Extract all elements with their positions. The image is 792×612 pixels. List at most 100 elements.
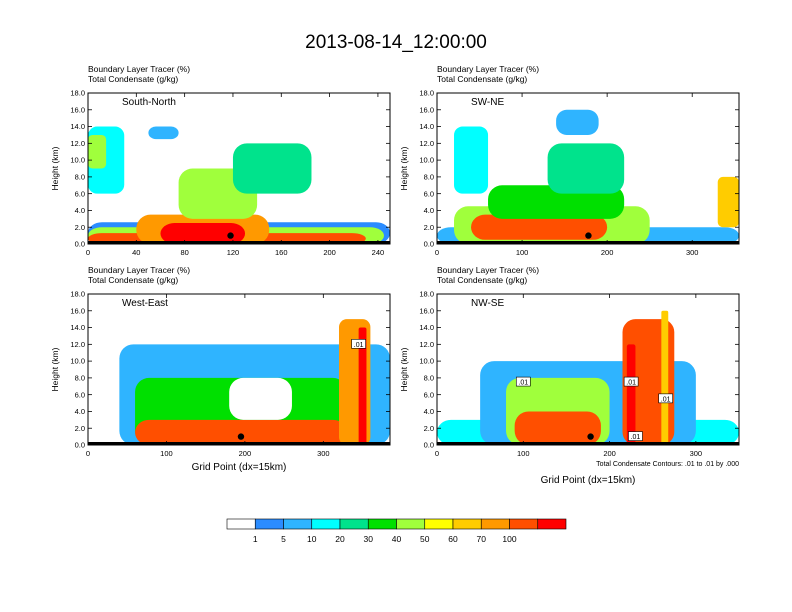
- panel-name: West-East: [122, 298, 168, 309]
- y-tick-label: 8.0: [75, 172, 85, 181]
- field-region: [358, 327, 367, 445]
- field-layer: [88, 319, 390, 445]
- y-tick-label: 8.0: [75, 373, 85, 382]
- contour-label: .01: [354, 342, 364, 349]
- x-tick-label: 0: [435, 248, 439, 257]
- x-tick-label: 240: [372, 248, 385, 257]
- y-tick-label: 14.0: [419, 122, 434, 131]
- x-tick-label: 160: [275, 248, 288, 257]
- contour-label-box: [515, 376, 531, 387]
- panel-name: SW-NE: [471, 97, 504, 108]
- field-region: [88, 134, 107, 169]
- x-tick-label: 0: [435, 449, 439, 458]
- colorbar-label: 5: [281, 534, 286, 544]
- y-axis-label: Height (km): [399, 347, 409, 391]
- y-tick-label: 10.0: [419, 156, 434, 165]
- panel-west-east: .01 0.0 2.0 4.0 6.0 8.0 10.0 12.0 14.0 16.0 18.0 0 1…: [50, 265, 391, 473]
- contour-label-box: [351, 339, 366, 349]
- y-tick-label: 14.0: [70, 323, 85, 332]
- colorbar-label: 60: [448, 534, 458, 544]
- x-tick-label: 100: [160, 449, 173, 458]
- panel-sw-ne: 0.0 2.0 4.0 6.0 8.0 10.0 12.0 14.0 16.0 18.0 0 100 2…: [399, 64, 740, 257]
- y-axis-label: Height (km): [399, 146, 409, 190]
- colorbar-cell: [283, 518, 313, 530]
- contour-label-box: [623, 376, 639, 387]
- contour-label: .01: [626, 380, 636, 387]
- field-region: [514, 411, 601, 445]
- panel-subtitle-condensate: Total Condensate (g/kg): [437, 275, 527, 285]
- panel-subtitle-tracer: Boundary Layer Tracer (%): [437, 64, 539, 74]
- y-tick-label: 0.0: [75, 441, 85, 450]
- y-tick-label: 6.0: [75, 189, 85, 198]
- colorbar-cell: [367, 518, 397, 530]
- plot-frame: [436, 92, 740, 245]
- plot-frame: [436, 293, 740, 446]
- colorbar-label: 10: [307, 534, 317, 544]
- colorbar-cell: [537, 518, 567, 530]
- panel-south-north: 0.0 2.0 4.0 6.0 8.0 10.0 12.0 14.0 16.0 18.0 0 40 80…: [50, 64, 391, 257]
- colorbar-cell: [339, 518, 369, 530]
- field-region: [556, 109, 599, 135]
- colorbar-label: 1: [253, 534, 258, 544]
- y-tick-label: 4.0: [75, 206, 85, 215]
- x-tick-label: 120: [227, 248, 240, 257]
- y-tick-label: 6.0: [75, 390, 85, 399]
- x-axis-label: Grid Point (dx=15km): [192, 462, 287, 473]
- panel-name: South-North: [122, 97, 176, 108]
- y-tick-label: 14.0: [419, 323, 434, 332]
- y-tick-label: 14.0: [70, 122, 85, 131]
- y-tick-label: 18.0: [419, 290, 434, 299]
- terrain-line: [88, 442, 390, 445]
- y-tick-label: 18.0: [70, 290, 85, 299]
- x-tick-label: 0: [86, 449, 90, 458]
- y-tick-label: 2.0: [424, 424, 434, 433]
- x-tick-label: 300: [686, 248, 699, 257]
- colorbar-cell: [396, 518, 426, 530]
- y-tick-label: 4.0: [424, 407, 434, 416]
- y-tick-label: 10.0: [419, 357, 434, 366]
- station-marker: [585, 232, 592, 239]
- colorbar-label: 70: [477, 534, 487, 544]
- colorbar-label: 30: [364, 534, 374, 544]
- colorbar-cell: [452, 518, 482, 530]
- plot-frame: [87, 92, 391, 245]
- x-tick-label: 100: [516, 248, 529, 257]
- panel-subtitle-condensate: Total Condensate (g/kg): [88, 275, 178, 285]
- station-marker: [237, 433, 245, 440]
- colorbar-label: 50: [420, 534, 430, 544]
- x-tick-label: 80: [180, 248, 188, 257]
- x-tick-label: 200: [601, 248, 614, 257]
- plot-frame: [87, 293, 391, 446]
- y-tick-label: 12.0: [70, 139, 85, 148]
- figure-title: 2013-08-14_12:00:00: [305, 32, 487, 53]
- panel-name: NW-SE: [471, 298, 504, 309]
- x-tick-label: 200: [603, 449, 616, 458]
- y-tick-label: 18.0: [70, 89, 85, 98]
- panel-nw-se: .01 .01 .01 .01 0.0 2.0 4.0 6.0 8.0 10.0 12.0 14.0 1…: [399, 265, 740, 486]
- contour-label-box: [658, 393, 673, 404]
- colorbar-cell: [254, 518, 284, 530]
- panel-subtitle-condensate: Total Condensate (g/kg): [437, 74, 527, 84]
- colorbar-cell: [480, 518, 510, 530]
- field-layer: [437, 310, 739, 445]
- x-tick-label: 40: [132, 248, 140, 257]
- colorbar-cell: [226, 518, 256, 530]
- terrain-line: [437, 241, 739, 244]
- x-tick-label: 0: [86, 248, 90, 257]
- x-tick-label: 300: [317, 449, 330, 458]
- x-axis-label: Grid Point (dx=15km): [541, 475, 636, 486]
- field-region: [471, 214, 608, 240]
- y-tick-label: 18.0: [419, 89, 434, 98]
- field-region: [626, 344, 636, 445]
- x-tick-label: 100: [517, 449, 530, 458]
- y-tick-label: 16.0: [419, 306, 434, 315]
- colorbar: 1 5 10 20 30 40 50 60 70 100: [226, 518, 567, 544]
- y-tick-label: 10.0: [70, 156, 85, 165]
- y-tick-label: 12.0: [70, 340, 85, 349]
- y-tick-label: 4.0: [75, 407, 85, 416]
- field-region: [661, 310, 669, 445]
- colorbar-cell: [311, 518, 341, 530]
- colorbar-label: 100: [502, 534, 516, 544]
- y-tick-label: 12.0: [419, 139, 434, 148]
